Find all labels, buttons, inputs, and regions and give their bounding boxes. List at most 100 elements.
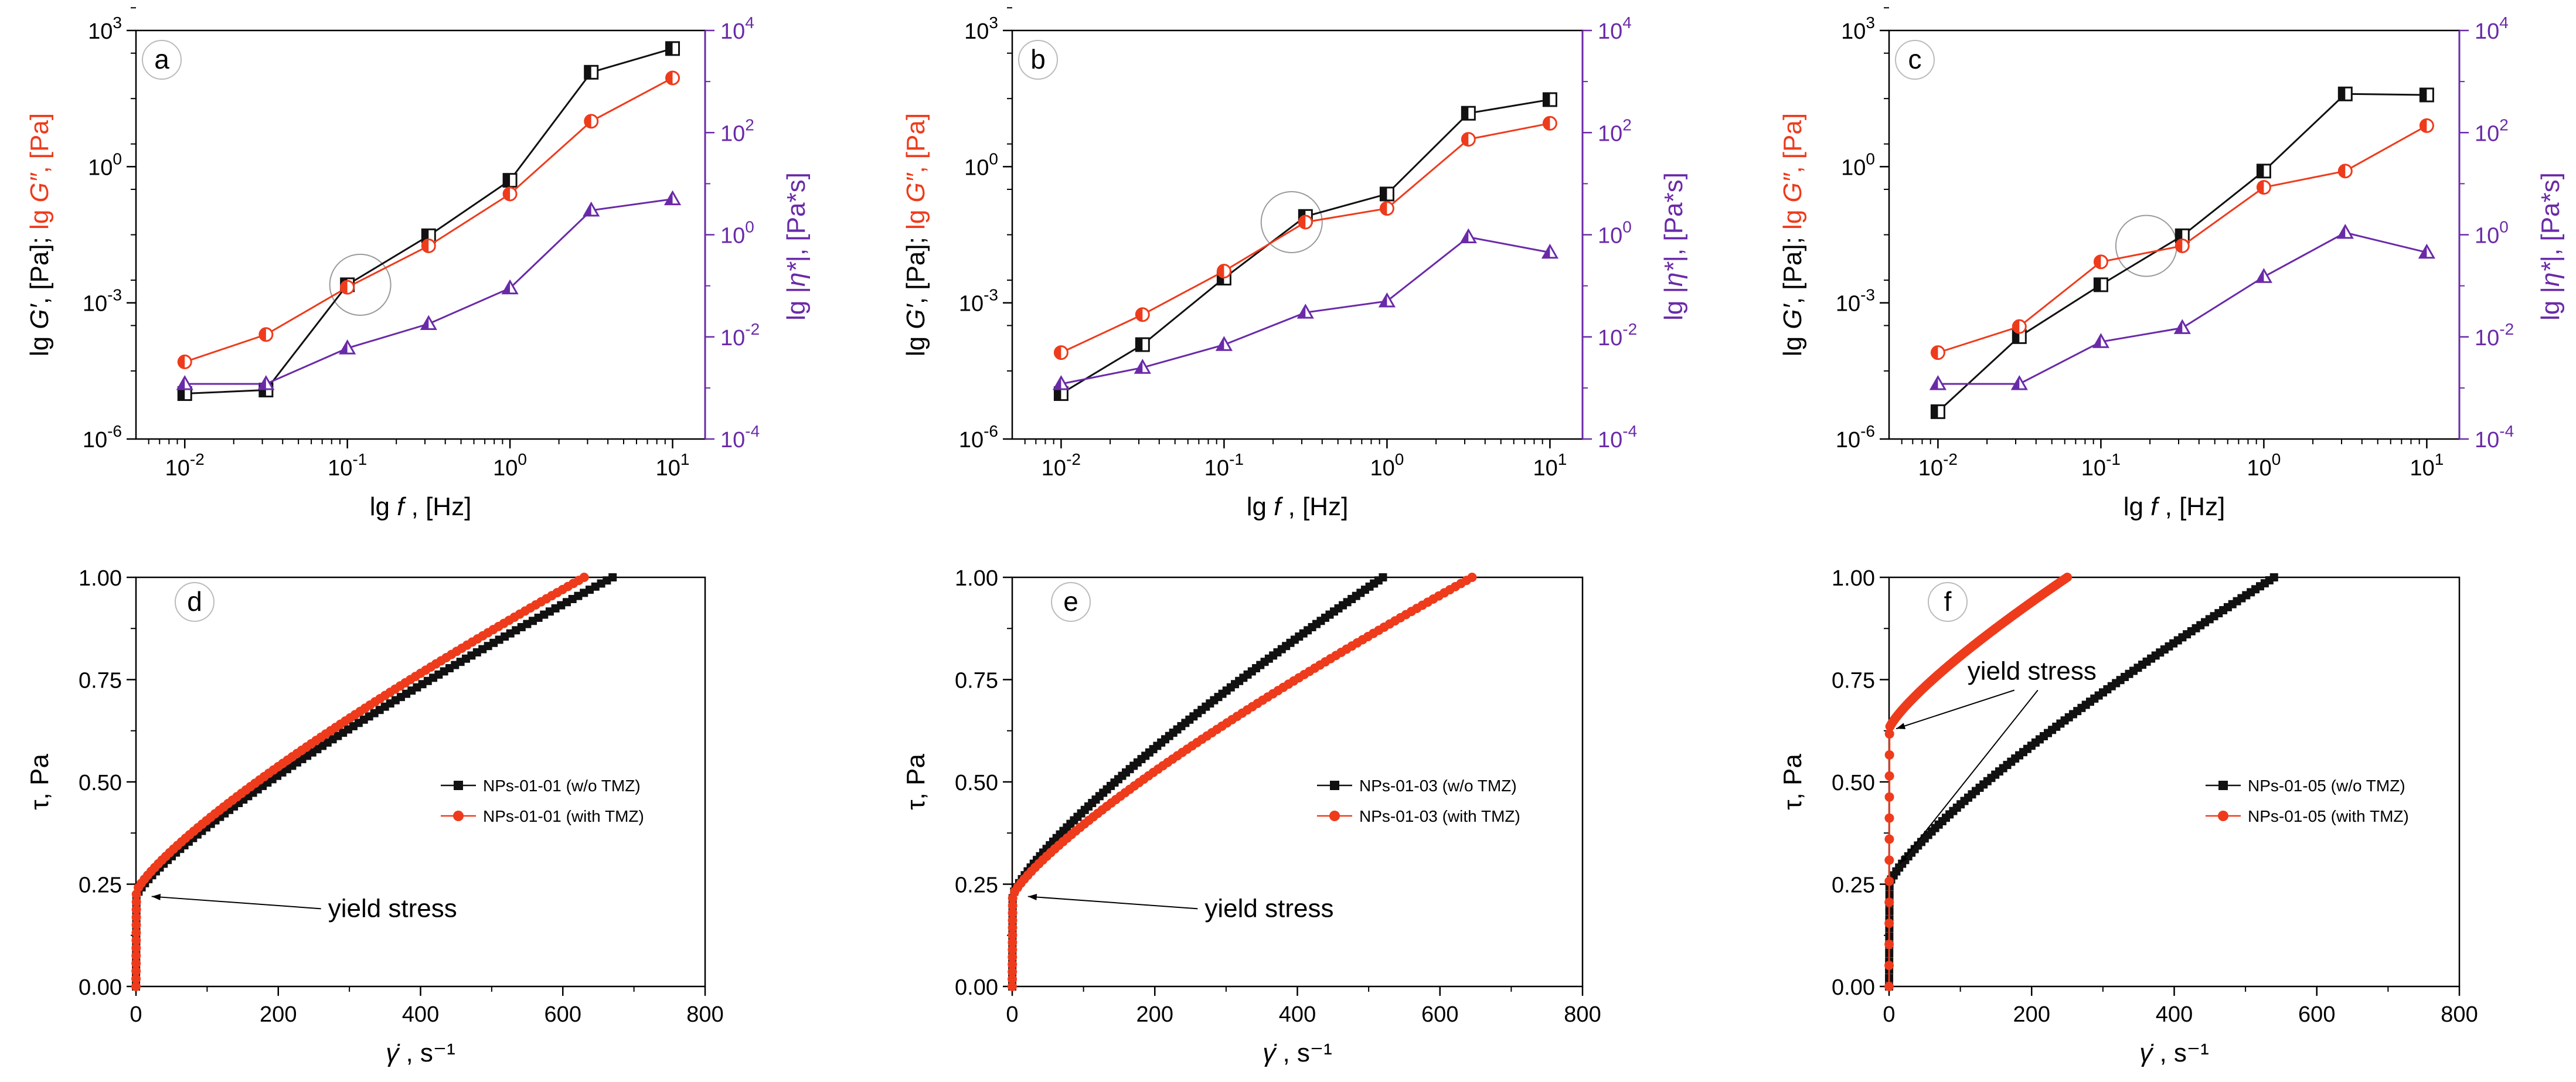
y-tick-label: 0.50: [79, 771, 122, 795]
data-point-circle-fill: [1136, 308, 1143, 321]
y-tick-label: 0.50: [1832, 771, 1875, 795]
x-tick-label: 800: [2441, 1002, 2478, 1027]
x-tick-exp: 1: [2435, 450, 2444, 468]
data-point-circle-fill: [2257, 181, 2264, 194]
data-point-circle-fill: [341, 281, 348, 294]
y-right-label-part: η*: [2536, 261, 2565, 287]
y-right-tick-exp: 2: [2499, 115, 2509, 134]
y-left-axis-label: lg G′, [Pa]; lg G″, [Pa]: [901, 113, 930, 356]
y-left-label-part: G′: [901, 303, 930, 329]
data-point-circle: [1008, 967, 1018, 976]
y-right-label-part: lg |: [782, 287, 811, 321]
y-left-tick-label: 10-6: [959, 422, 998, 452]
legend-label: NPs-01-01 (w/o TMZ): [483, 777, 641, 795]
y-left-tick-label: 10-3: [959, 286, 998, 317]
y-left-tick-exp: -3: [984, 286, 998, 304]
data-point-circle-fill: [1462, 132, 1469, 146]
x-tick-label: 10-1: [2081, 450, 2121, 481]
x-tick-label: 101: [2410, 450, 2444, 481]
data-point-circle-fill: [584, 114, 591, 128]
x-tick-exp: -1: [2106, 450, 2121, 468]
data-point-triangle-fill: [503, 281, 511, 294]
x-tick-label: 10-1: [328, 450, 367, 481]
y-right-tick-base: 10: [2475, 428, 2499, 452]
y-left-tick-label: 103: [88, 13, 122, 44]
x-label-pre: lg: [370, 492, 397, 521]
y-right-tick-label: 104: [720, 13, 754, 44]
series-line-square: [1060, 98, 1550, 394]
x-axis-label: γ̇ , s⁻¹: [1263, 1039, 1332, 1067]
annotation-arrow-head: [1900, 855, 1908, 864]
data-point-circle-fill: [2339, 164, 2346, 178]
x-tick-exp: -2: [190, 450, 205, 468]
x-tick-base: 10: [2410, 456, 2434, 481]
y-left-tick-base: 10: [1841, 155, 1866, 180]
x-tick-base: 10: [1042, 456, 1066, 481]
x-tick-label: 100: [493, 450, 527, 481]
x-axis-label: γ̇ , s⁻¹: [2139, 1039, 2209, 1067]
x-tick-base: 10: [165, 456, 190, 481]
data-point-square-fill: [2013, 330, 2020, 343]
y-right-tick-exp: -4: [1622, 422, 1637, 440]
data-point-circle: [131, 943, 141, 953]
data-point-triangle-fill: [2257, 270, 2264, 283]
data-point-square-fill: [584, 66, 591, 79]
data-point-triangle-fill: [1461, 230, 1469, 243]
y-tick-label: 0.25: [1832, 873, 1875, 898]
y-left-tick-base: 10: [83, 292, 107, 317]
data-point-circle: [131, 928, 141, 938]
y-left-tick-exp: 3: [113, 13, 122, 32]
y-right-tick-label: 10-4: [2475, 422, 2514, 452]
x-tick-exp: 1: [680, 450, 690, 468]
data-point-circle: [1884, 940, 1894, 950]
data-point-circle: [131, 982, 141, 991]
series-line-square: [1888, 576, 2275, 987]
data-point-square: [1379, 573, 1387, 581]
panel-label: b: [1030, 44, 1046, 74]
y-left-tick-exp: -6: [107, 422, 122, 440]
annotation-arrow-head: [1027, 894, 1037, 900]
y-right-tick-label: 100: [720, 218, 754, 249]
y-axis-label: τ, Pa: [1778, 754, 1807, 810]
data-point-triangle-fill: [1380, 294, 1387, 307]
y-left-tick-label: 103: [964, 13, 998, 44]
y-right-label-part: η*: [782, 261, 811, 287]
data-point-square-fill: [666, 42, 673, 55]
y-left-tick-base: 10: [964, 155, 989, 180]
annotation-text: yield stress: [1968, 657, 2097, 686]
y-right-tick-exp: 4: [745, 13, 754, 32]
data-point-triangle-fill: [665, 192, 673, 205]
y-right-tick-label: 104: [1598, 13, 1632, 44]
data-point-circle-fill: [1054, 346, 1061, 359]
y-right-tick-exp: 0: [745, 218, 754, 236]
y-tick-label: 0.75: [79, 669, 122, 693]
y-right-tick-base: 10: [1598, 428, 1622, 452]
y-left-tick-exp: 0: [113, 149, 122, 168]
data-point-triangle-fill: [1931, 376, 1938, 389]
y-right-tick-label: 10-2: [2475, 320, 2514, 351]
data-point-circle-fill: [2420, 119, 2427, 132]
y-left-label-part: , [Pa];: [1778, 230, 1807, 304]
x-tick-label: 600: [1421, 1002, 1458, 1027]
x-label-post: , s⁻¹: [399, 1039, 455, 1067]
data-point-triangle-fill: [2338, 225, 2346, 238]
data-point-square-fill: [2339, 87, 2346, 101]
data-point-square-fill: [2176, 229, 2183, 243]
series-line-triangle: [1938, 232, 2427, 385]
panel-label-circle: [1051, 582, 1091, 622]
y-left-tick-exp: -6: [984, 422, 998, 440]
y-right-tick-base: 10: [720, 326, 745, 351]
y-left-tick-base: 10: [88, 155, 113, 180]
data-point-circle-fill: [1299, 215, 1306, 229]
y-left-axis-label: lg G′, [Pa]; lg G″, [Pa]: [25, 113, 54, 356]
y-left-tick-base: 10: [1836, 292, 1860, 317]
y-left-label-part: , [Pa];: [901, 230, 930, 304]
crossover-circle: [1260, 190, 1323, 253]
x-tick-label: 0: [1883, 1002, 1895, 1027]
y-right-tick-exp: 4: [2499, 13, 2509, 32]
data-point-circle-fill: [1380, 202, 1387, 215]
data-point-circle: [1008, 937, 1018, 947]
data-point-circle: [1884, 876, 1894, 886]
panel-label-circle: [1018, 40, 1058, 80]
